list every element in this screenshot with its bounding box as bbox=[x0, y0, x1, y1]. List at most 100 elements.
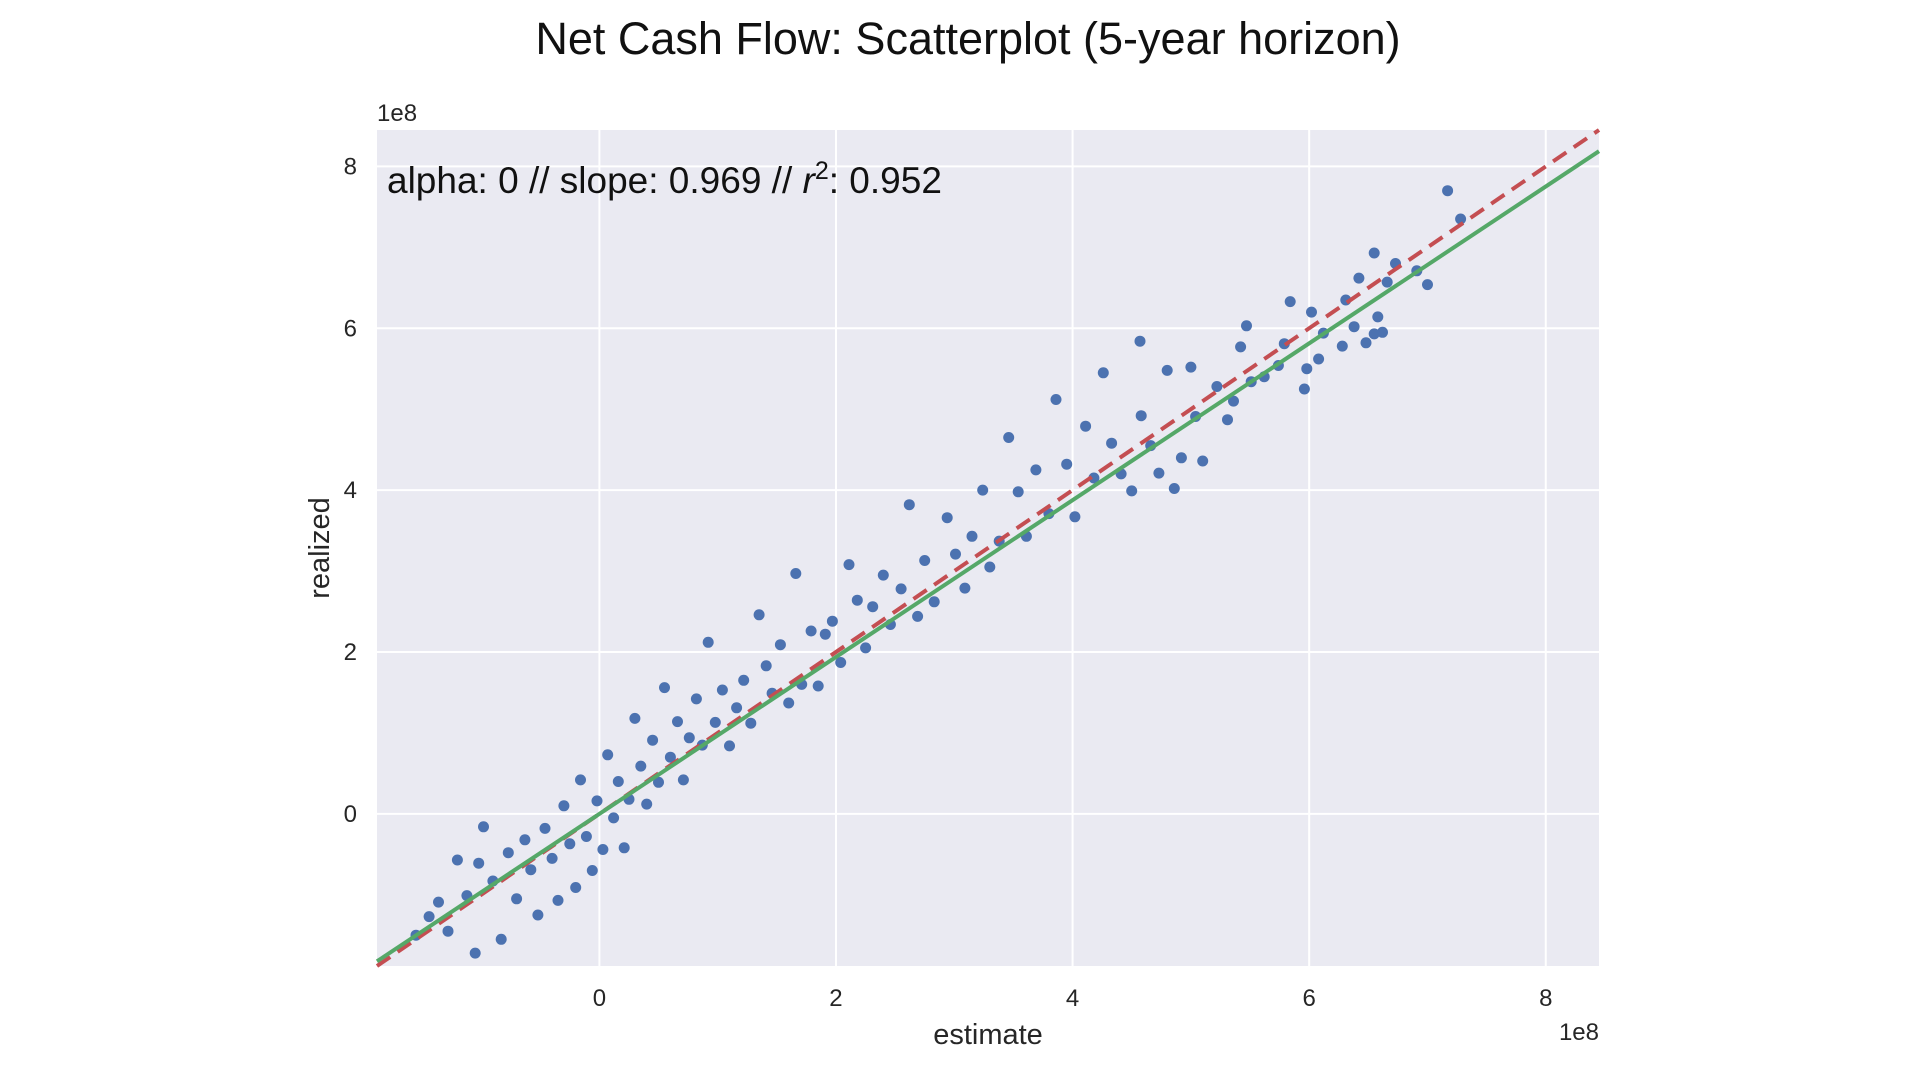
chart-title: Net Cash Flow: Scatterplot (5-year horiz… bbox=[535, 13, 1400, 64]
data-point bbox=[532, 909, 544, 921]
grid bbox=[377, 130, 1599, 966]
data-point bbox=[1377, 326, 1388, 338]
data-point bbox=[1153, 467, 1165, 479]
y-tick-label: 2 bbox=[344, 639, 357, 666]
data-point bbox=[495, 933, 507, 945]
data-point bbox=[753, 609, 765, 621]
data-point bbox=[919, 555, 931, 566]
data-point bbox=[1135, 410, 1147, 422]
data-point bbox=[1168, 483, 1180, 494]
data-point bbox=[1442, 185, 1454, 197]
regression-line bbox=[375, 149, 1601, 963]
data-point bbox=[1313, 353, 1325, 365]
data-point bbox=[812, 680, 824, 692]
data-point bbox=[1088, 472, 1100, 484]
data-point bbox=[683, 732, 695, 744]
regression-annotation: alpha: 0 // slope: 0.969 // r2: 0.952 bbox=[387, 157, 942, 201]
y-axis-offset-label: 1e8 bbox=[377, 100, 417, 127]
data-point bbox=[950, 548, 961, 560]
data-point bbox=[591, 795, 603, 807]
data-point bbox=[564, 838, 576, 850]
data-point bbox=[519, 834, 531, 846]
y-tick-label: 4 bbox=[344, 477, 357, 504]
data-point bbox=[867, 601, 879, 613]
data-point bbox=[602, 749, 614, 761]
data-point bbox=[659, 682, 670, 694]
data-point bbox=[1360, 337, 1372, 349]
fit-lines bbox=[375, 128, 1601, 968]
data-point bbox=[677, 774, 689, 786]
data-point bbox=[690, 693, 702, 705]
data-point bbox=[451, 854, 463, 866]
data-point bbox=[977, 484, 989, 496]
data-point bbox=[745, 717, 757, 729]
data-point bbox=[851, 594, 863, 606]
data-point bbox=[575, 774, 586, 786]
data-point bbox=[1030, 464, 1042, 476]
data-point bbox=[525, 864, 537, 876]
x-tick-label: 6 bbox=[1302, 985, 1315, 1012]
data-point bbox=[903, 499, 915, 511]
data-point bbox=[539, 822, 551, 834]
data-point bbox=[709, 716, 721, 728]
x-axis-label: estimate bbox=[933, 1019, 1043, 1051]
data-point bbox=[1050, 394, 1062, 405]
data-point bbox=[647, 734, 659, 746]
data-point bbox=[1126, 485, 1138, 497]
data-point bbox=[629, 712, 641, 724]
data-point bbox=[1368, 328, 1380, 340]
data-point bbox=[546, 852, 558, 864]
data-point bbox=[586, 865, 598, 876]
data-point bbox=[1422, 279, 1433, 291]
data-point bbox=[774, 639, 786, 651]
data-point bbox=[618, 842, 630, 854]
data-point bbox=[608, 812, 620, 824]
data-point bbox=[1061, 458, 1073, 470]
data-point bbox=[1228, 395, 1239, 407]
data-point bbox=[941, 512, 953, 524]
data-point bbox=[1353, 272, 1365, 284]
data-point bbox=[760, 660, 772, 672]
data-point bbox=[959, 582, 971, 594]
data-point bbox=[1241, 320, 1252, 332]
x-tick-label: 8 bbox=[1539, 985, 1552, 1012]
data-point bbox=[1284, 296, 1296, 308]
data-point bbox=[912, 610, 924, 622]
data-point bbox=[664, 751, 676, 763]
tick-labels: 0 2 4 6 8 0 2 4 6 8 bbox=[344, 153, 1553, 1012]
data-point bbox=[1222, 414, 1233, 426]
annotation-prefix: alpha: 0 // slope: 0.969 // bbox=[387, 160, 803, 201]
annotation-r-symbol: r bbox=[803, 160, 817, 201]
data-point bbox=[724, 740, 735, 752]
annotation-suffix: : 0.952 bbox=[829, 160, 942, 201]
data-point bbox=[790, 568, 802, 579]
data-point bbox=[966, 530, 978, 542]
data-point bbox=[580, 831, 592, 842]
data-point bbox=[653, 776, 664, 788]
data-point bbox=[612, 776, 624, 787]
data-point bbox=[1069, 511, 1081, 523]
annotation-r-exponent: 2 bbox=[815, 157, 829, 185]
data-point bbox=[731, 702, 743, 714]
data-point bbox=[1161, 364, 1173, 376]
data-point bbox=[1301, 363, 1313, 375]
data-point bbox=[558, 800, 570, 812]
data-point bbox=[738, 674, 750, 686]
data-point bbox=[928, 596, 940, 608]
data-point bbox=[1372, 311, 1384, 323]
data-point bbox=[423, 911, 435, 923]
data-point bbox=[635, 760, 647, 772]
data-point bbox=[597, 844, 609, 855]
data-point bbox=[895, 583, 907, 595]
identity-line bbox=[375, 128, 1601, 968]
data-point bbox=[473, 857, 485, 869]
data-point bbox=[1097, 367, 1109, 379]
y-tick-label: 8 bbox=[344, 153, 357, 180]
data-point bbox=[641, 798, 653, 810]
data-point bbox=[984, 561, 996, 573]
data-point bbox=[1003, 432, 1015, 443]
y-tick-label: 6 bbox=[344, 315, 357, 342]
data-point bbox=[1175, 452, 1187, 464]
data-point bbox=[826, 615, 838, 627]
data-point bbox=[672, 716, 683, 728]
